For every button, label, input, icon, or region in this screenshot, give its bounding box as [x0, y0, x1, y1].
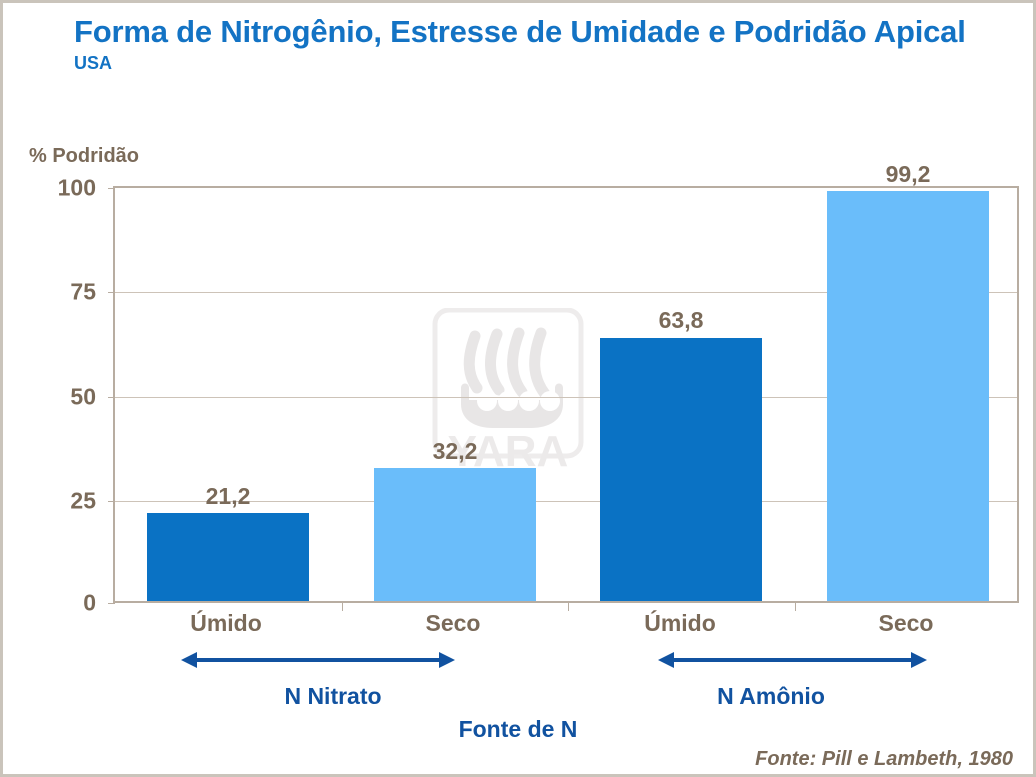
ytick-label-75: 75 — [70, 278, 96, 305]
xtick-label-umido-nitrato: Úmido — [190, 610, 262, 636]
group-arrow-nitrato — [181, 648, 455, 672]
bar-value-seco-amonio: 99,2 — [885, 161, 931, 187]
bar-seco-nitrato[interactable] — [374, 468, 536, 601]
group-arrow-amonio — [658, 648, 927, 672]
ytick-mark-75: 75 — [70, 279, 115, 305]
xtick-mark-1 — [341, 601, 343, 611]
double-headed-arrow-icon — [181, 652, 455, 668]
xtick-mark-2 — [568, 601, 569, 611]
x-axis-title: Fonte de N — [458, 716, 578, 742]
ytick-label-50: 50 — [70, 383, 96, 409]
xtick-label-umido-amonio: Úmido — [644, 610, 716, 636]
ytick-label-0: 0 — [83, 589, 96, 616]
bar-value-umido-nitrato: 21,2 — [205, 483, 251, 509]
gridline-50 — [115, 396, 1017, 398]
bar-umido-nitrato[interactable] — [147, 513, 309, 601]
plot-area: 100 75 50 25 0 21,2 32,2 63,8 99,2 — [58, 161, 1019, 616]
title-block: Forma de Nitrogênio, Estresse de Umidade… — [74, 13, 994, 74]
bar-value-seco-nitrato: 32,2 — [432, 438, 478, 464]
group-label-nitrato: N Nitrato — [284, 683, 382, 709]
group-label-amonio: N Amônio — [717, 683, 825, 709]
double-headed-arrow-icon — [658, 652, 927, 668]
gridline-75 — [115, 292, 1017, 294]
page-title: Forma de Nitrogênio, Estresse de Umidade… — [74, 14, 966, 49]
ytick-label-25: 25 — [70, 487, 96, 514]
y-axis-title: % Podridão — [29, 145, 140, 167]
ytick-mark-100: 100 — [58, 175, 115, 201]
ytick-mark-0: 0 — [83, 590, 115, 616]
ytick-mark-50: 50 — [70, 383, 115, 409]
ytick-label-100: 100 — [57, 174, 96, 201]
xtick-mark-3 — [794, 601, 796, 611]
page-subtitle: USA — [74, 52, 113, 73]
bar-value-umido-amonio: 63,8 — [658, 307, 704, 333]
xtick-label-seco-nitrato: Seco — [425, 610, 481, 636]
gridline-25 — [115, 500, 1017, 502]
bar-umido-amonio[interactable] — [600, 337, 762, 601]
ytick-mark-25: 25 — [70, 487, 115, 513]
bar-seco-amonio[interactable] — [827, 191, 989, 601]
xtick-label-seco-amonio: Seco — [878, 610, 934, 636]
source-note: Fonte: Pill e Lambeth, 1980 — [755, 748, 1013, 770]
